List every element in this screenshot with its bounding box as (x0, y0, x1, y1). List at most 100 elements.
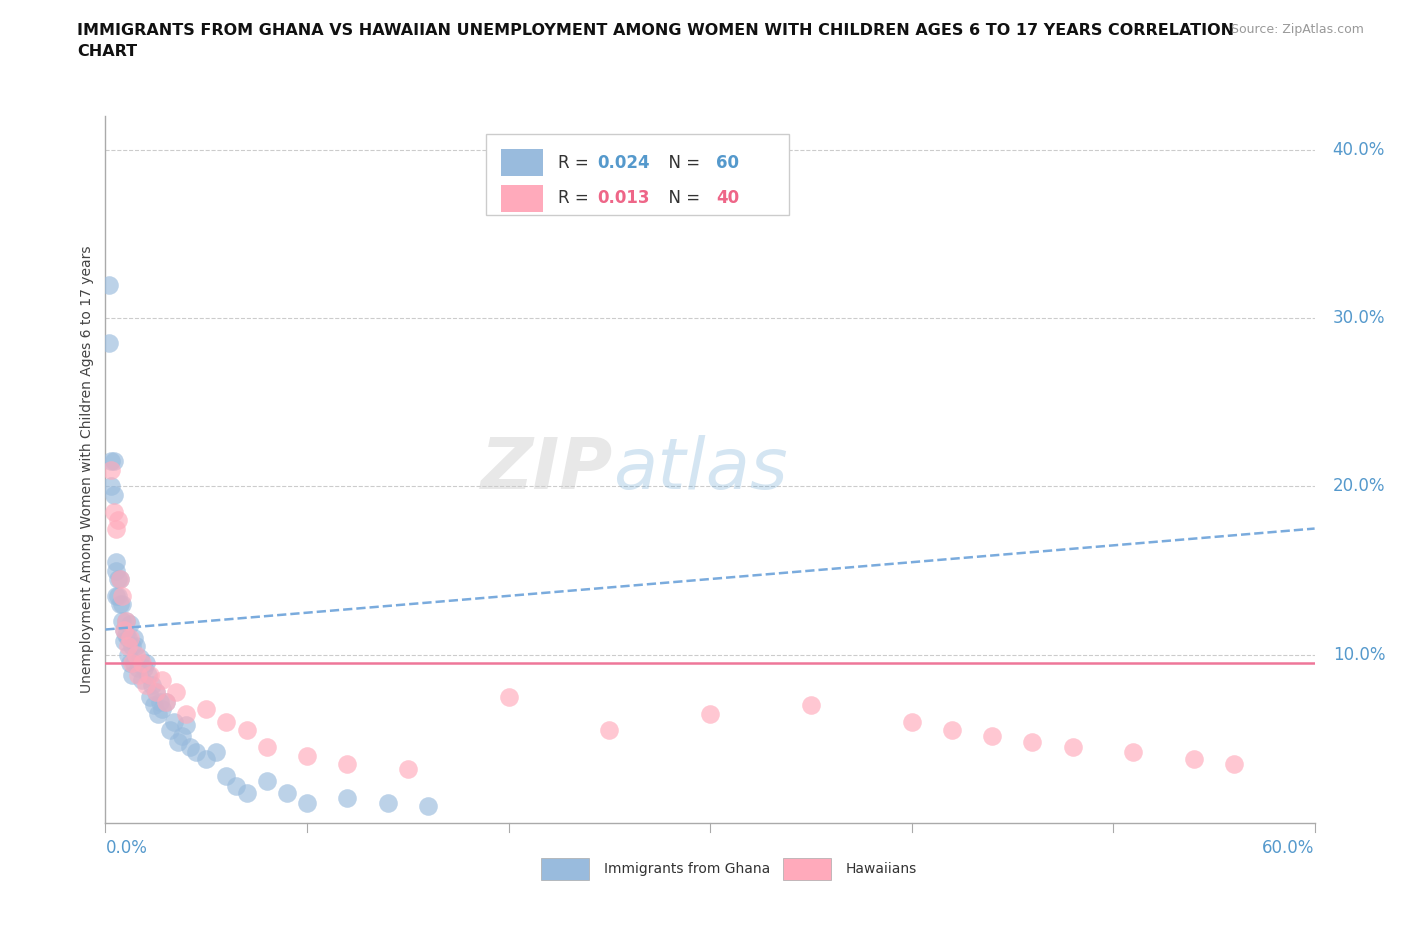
FancyBboxPatch shape (783, 858, 831, 880)
Point (336, 757, 359, 772)
Point (498, 689, 520, 704)
FancyBboxPatch shape (501, 150, 543, 177)
Point (103, 454, 125, 469)
Y-axis label: Unemployment Among Women with Children Ages 6 to 17 years: Unemployment Among Women with Children A… (80, 246, 94, 694)
Point (174, 718, 197, 733)
Point (336, 790, 359, 805)
Point (163, 714, 186, 729)
Point (136, 668, 159, 683)
Point (108, 572, 131, 587)
Point (110, 614, 132, 629)
Point (149, 695, 172, 710)
Point (127, 661, 149, 676)
Point (416, 799, 439, 814)
Text: ZIP: ZIP (481, 435, 613, 504)
Text: IMMIGRANTS FROM GHANA VS HAWAIIAN UNEMPLOYMENT AMONG WOMEN WITH CHILDREN AGES 6 : IMMIGRANTS FROM GHANA VS HAWAIIAN UNEMPL… (77, 23, 1234, 60)
Point (146, 706, 169, 721)
Point (118, 631, 141, 645)
Point (215, 768, 238, 783)
Text: 40.0%: 40.0% (1333, 141, 1385, 159)
Text: N =: N = (658, 189, 706, 207)
Point (699, 706, 721, 721)
Text: 60.0%: 60.0% (1263, 839, 1315, 857)
Point (104, 589, 127, 604)
FancyBboxPatch shape (486, 134, 789, 215)
Point (377, 795, 399, 810)
Text: N =: N = (658, 153, 706, 172)
FancyBboxPatch shape (541, 858, 589, 880)
Point (131, 656, 153, 671)
Point (98, 277, 121, 292)
Point (941, 723, 963, 737)
Point (1122, 745, 1144, 760)
Text: Source: ZipAtlas.com: Source: ZipAtlas.com (1230, 23, 1364, 36)
Point (124, 647, 148, 662)
Point (145, 684, 167, 699)
Point (139, 668, 162, 683)
Point (100, 454, 122, 469)
Point (186, 745, 208, 760)
Point (121, 639, 143, 654)
Point (295, 749, 318, 764)
Point (155, 695, 177, 710)
Point (103, 504, 125, 519)
Point (128, 651, 150, 666)
Point (396, 762, 419, 777)
Text: 20.0%: 20.0% (1333, 477, 1385, 496)
Point (122, 656, 145, 671)
Point (800, 698, 823, 712)
Text: R =: R = (558, 153, 593, 172)
Text: R =: R = (558, 189, 593, 207)
Point (1223, 757, 1246, 772)
Point (107, 589, 129, 604)
Point (155, 695, 177, 710)
Point (170, 728, 193, 743)
Point (114, 614, 136, 629)
Point (114, 614, 136, 629)
Point (295, 795, 318, 810)
Point (104, 564, 127, 578)
Point (107, 512, 129, 527)
Text: Immigrants from Ghana: Immigrants from Ghana (603, 862, 770, 876)
Point (1021, 735, 1043, 750)
Point (276, 785, 298, 800)
Point (107, 572, 129, 587)
Text: 0.0%: 0.0% (105, 839, 148, 857)
Text: 60: 60 (716, 153, 740, 172)
Point (598, 723, 620, 737)
Point (117, 631, 139, 645)
Text: 10.0%: 10.0% (1333, 645, 1385, 664)
Text: 40: 40 (716, 189, 740, 207)
Point (256, 774, 278, 789)
Point (1182, 751, 1205, 766)
Point (145, 684, 167, 699)
Point (117, 639, 139, 654)
Point (114, 627, 136, 642)
Point (205, 745, 228, 760)
Point (103, 487, 125, 502)
Point (135, 656, 157, 671)
Point (122, 631, 145, 645)
Point (108, 572, 131, 587)
Text: atlas: atlas (613, 435, 787, 504)
Text: 0.013: 0.013 (598, 189, 650, 207)
Point (195, 701, 218, 716)
Point (132, 661, 155, 676)
Point (110, 597, 132, 612)
Point (981, 728, 1004, 743)
Point (195, 751, 218, 766)
Point (127, 668, 149, 683)
Point (110, 589, 132, 604)
Point (100, 479, 122, 494)
Point (124, 639, 148, 654)
Text: 30.0%: 30.0% (1333, 309, 1385, 327)
Point (150, 672, 173, 687)
Point (167, 735, 190, 750)
Point (117, 647, 139, 662)
Point (100, 462, 122, 477)
Point (112, 622, 135, 637)
Point (112, 622, 135, 637)
Point (104, 521, 127, 536)
Point (118, 656, 141, 671)
Point (142, 698, 165, 712)
